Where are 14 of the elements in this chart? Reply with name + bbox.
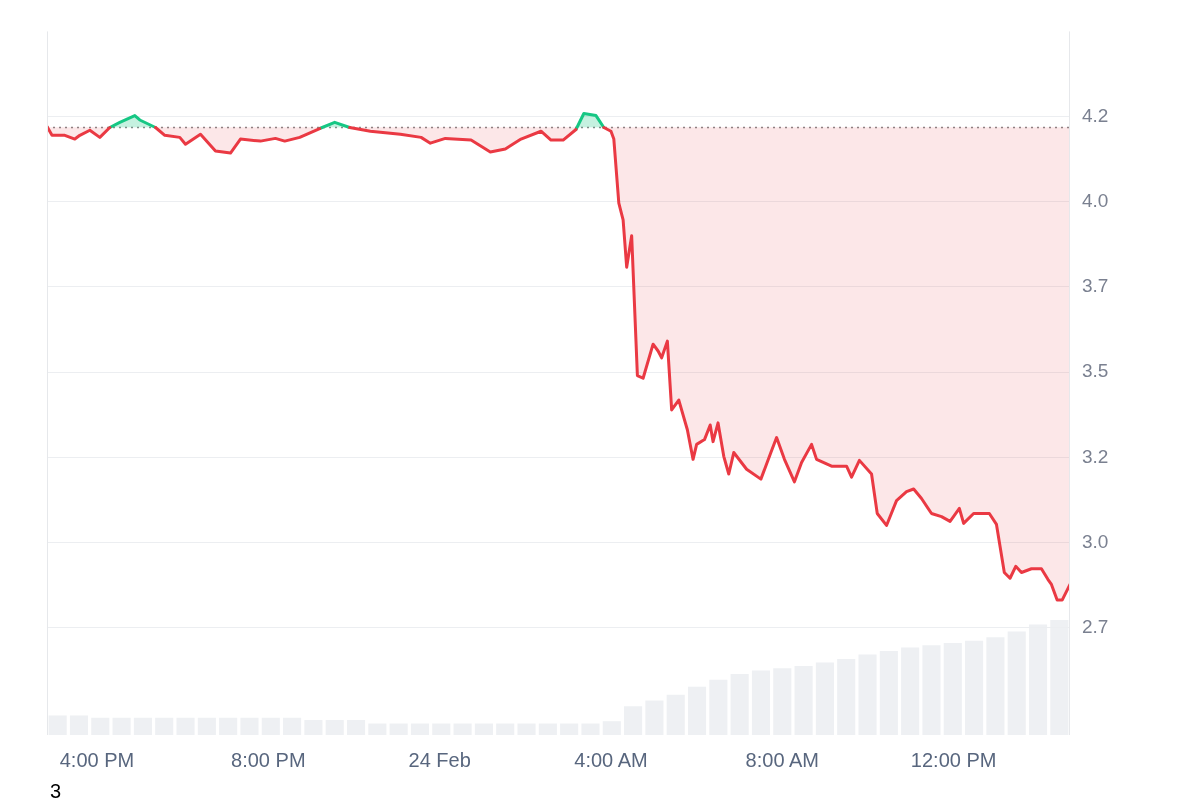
x-tick-label: 4:00 AM (574, 748, 648, 771)
x-tick-label: 24 Feb (408, 748, 471, 771)
y-tick-label: 3.0 (1082, 530, 1109, 552)
x-tick-label: 8:00 AM (745, 748, 819, 771)
y-tick-label: 3.5 (1082, 360, 1109, 382)
x-tick-label: 12:00 PM (910, 748, 997, 771)
y-tick-label: 4.2 (1082, 104, 1109, 126)
x-tick-label: 4:00 PM (59, 748, 135, 771)
y-tick-label: 4.0 (1082, 190, 1109, 211)
x-tick-label: 8:00 PM (231, 748, 306, 771)
y-tick-label: 3.2 (1082, 445, 1109, 467)
text: 3 (50, 780, 62, 800)
y-tick-label: 2.7 (1082, 615, 1109, 637)
y-tick-label: 3.7 (1082, 275, 1109, 297)
